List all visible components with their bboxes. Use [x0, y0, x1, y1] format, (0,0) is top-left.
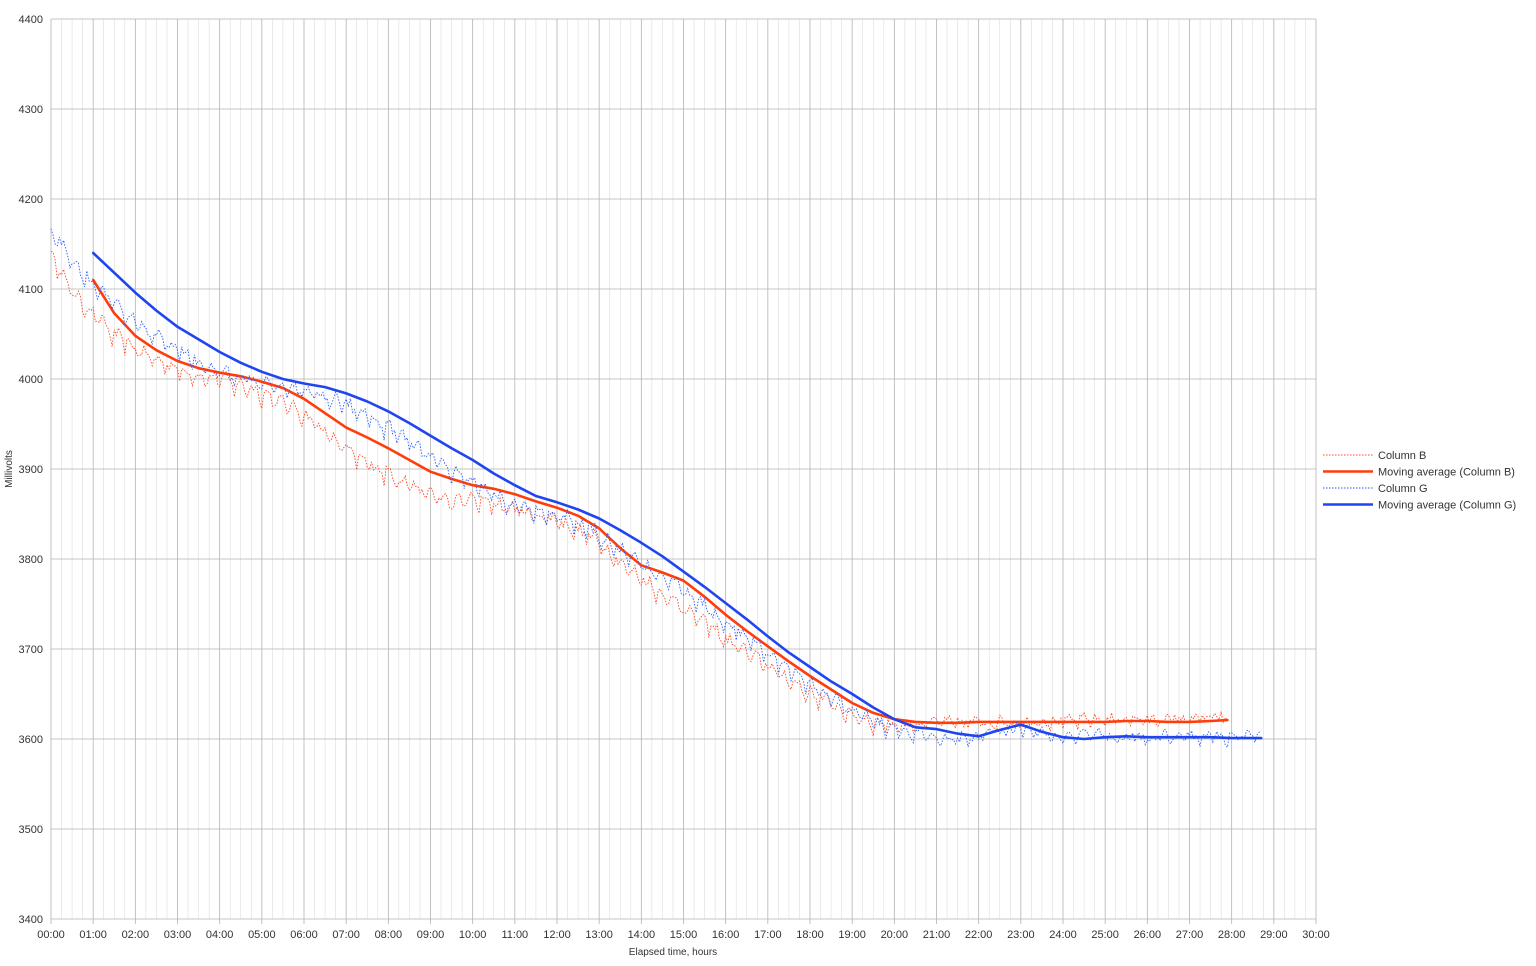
- y-tick-label: 3400: [19, 914, 43, 926]
- y-tick-label: 4100: [19, 284, 43, 296]
- y-tick-label: 3600: [19, 734, 43, 746]
- y-tick-label: 4400: [19, 14, 43, 26]
- x-tick-label: 09:00: [417, 929, 445, 941]
- series-line: [50, 228, 1262, 749]
- series-line: [91, 251, 1263, 741]
- y-tick-label: 3500: [19, 824, 43, 836]
- y-tick-label: 3900: [19, 464, 43, 476]
- x-tick-label: 21:00: [923, 929, 951, 941]
- x-tick-label: 04:00: [206, 929, 234, 941]
- legend-label: Column G: [1378, 483, 1428, 495]
- x-axis-title: Elapsed time, hours: [629, 947, 717, 958]
- x-tick-label: 17:00: [754, 929, 782, 941]
- x-tick-label: 29:00: [1260, 929, 1288, 941]
- x-tick-label: 01:00: [79, 929, 107, 941]
- y-tick-label: 3700: [19, 644, 43, 656]
- x-tick-label: 02:00: [122, 929, 150, 941]
- x-tick-label: 26:00: [1134, 929, 1162, 941]
- x-tick-label: 25:00: [1091, 929, 1119, 941]
- series-line: [91, 278, 1229, 725]
- legend-label: Moving average (Column B): [1378, 467, 1515, 479]
- legend-item: Column B: [1323, 450, 1426, 462]
- y-tick-label: 4300: [19, 104, 43, 116]
- x-tick-label: 08:00: [375, 929, 403, 941]
- x-tick-label: 16:00: [712, 929, 740, 941]
- axes: 3400 3500 3600 3700 3800 3900 4000 4100 4200 4300…: [19, 14, 1330, 941]
- x-tick-label: 24:00: [1049, 929, 1077, 941]
- x-tick-label: 07:00: [332, 929, 360, 941]
- x-tick-label: 18:00: [796, 929, 824, 941]
- x-tick-label: 03:00: [164, 929, 192, 941]
- x-tick-label: 11:00: [501, 929, 528, 941]
- y-tick-label: 4000: [19, 374, 43, 386]
- x-tick-label: 15:00: [670, 929, 698, 941]
- legend: Column B Moving average (Column B) Column …: [1323, 450, 1516, 512]
- series-column-b: [50, 250, 1228, 737]
- x-tick-label: 14:00: [628, 929, 656, 941]
- legend-item: Column G: [1323, 483, 1428, 495]
- legend-item: Moving average (Column B): [1323, 467, 1515, 479]
- y-tick-label: 3800: [19, 554, 43, 566]
- series-moving-average-column-b: [91, 278, 1229, 725]
- x-tick-label: 22:00: [965, 929, 993, 941]
- x-tick-label: 12:00: [543, 929, 571, 941]
- x-tick-label: 27:00: [1176, 929, 1204, 941]
- grid: [50, 18, 1317, 920]
- x-tick-label: 06:00: [290, 929, 318, 941]
- x-tick-label: 23:00: [1007, 929, 1035, 941]
- legend-item: Moving average (Column G): [1323, 500, 1516, 512]
- series-moving-average-column-g: [91, 251, 1263, 741]
- series-column-g: [50, 228, 1262, 749]
- y-tick-label: 4200: [19, 194, 43, 206]
- x-tick-label: 00:00: [37, 929, 65, 941]
- x-tick-label: 10:00: [459, 929, 487, 941]
- series-line: [50, 250, 1228, 737]
- legend-label: Column B: [1378, 450, 1426, 462]
- legend-label: Moving average (Column G): [1378, 500, 1516, 512]
- x-tick-label: 30:00: [1302, 929, 1330, 941]
- y-axis-title: Millivolts: [4, 450, 15, 488]
- x-tick-label: 28:00: [1218, 929, 1246, 941]
- x-tick-label: 19:00: [838, 929, 866, 941]
- series-group: [50, 228, 1263, 749]
- x-tick-label: 20:00: [881, 929, 909, 941]
- x-tick-label: 13:00: [585, 929, 613, 941]
- x-tick-label: 05:00: [248, 929, 276, 941]
